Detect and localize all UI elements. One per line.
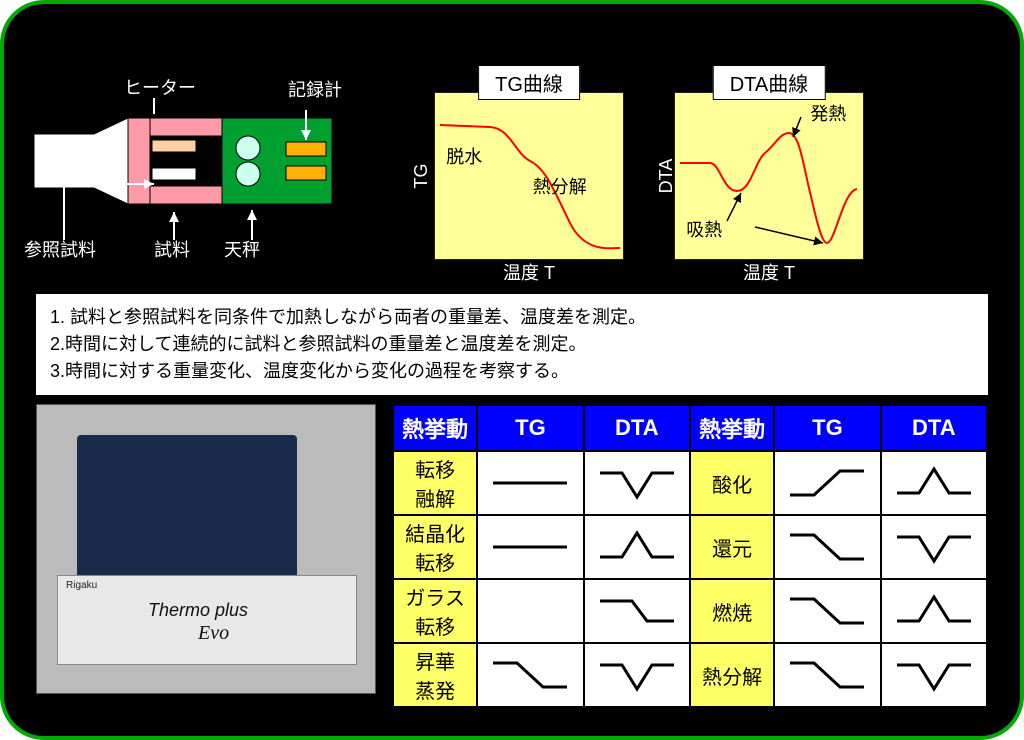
table-header: DTA xyxy=(881,405,987,451)
table-header: DTA xyxy=(584,405,690,451)
instrument-photo: Rigaku Thermo plus Evo xyxy=(36,404,376,694)
table-header: TG xyxy=(477,405,583,451)
table-cell: 酸化 xyxy=(690,451,774,515)
tg-x-label: 温度 T xyxy=(503,259,555,285)
table-header: 熱挙動 xyxy=(393,405,477,451)
curve-icon xyxy=(592,653,682,697)
top-region: ヒーター 試料 参照試料 天秤 記録計 TG曲線 TG 温度 T xyxy=(24,14,1000,274)
tg-chart: TG曲線 TG 温度 T 脱水 熱分解 xyxy=(434,92,624,260)
step-3: 3.時間に対する重量変化、温度変化から変化の過程を考察する。 xyxy=(50,358,974,385)
table-cell: 結晶化転移 xyxy=(393,515,477,579)
curve-icon xyxy=(485,461,575,505)
tg-ann-thermolysis: 熱分解 xyxy=(533,173,587,199)
table-cell: ガラス転移 xyxy=(393,579,477,643)
label-recorder: 記録計 xyxy=(288,76,342,102)
table-cell xyxy=(477,515,583,579)
table-cell: 燃焼 xyxy=(690,579,774,643)
maker-label: Rigaku xyxy=(66,580,97,591)
table-header: TG xyxy=(774,405,880,451)
step-2: 2.時間に対して連続的に試料と参照試料の重量差と温度差を測定。 xyxy=(50,331,974,358)
table-cell xyxy=(477,643,583,707)
curve-icon xyxy=(485,525,575,569)
tg-y-label: TG xyxy=(411,164,432,189)
behavior-table: 熱挙動TGDTA熱挙動TGDTA 転移融解酸化結晶化転移還元ガラス転移燃焼昇華蒸… xyxy=(392,404,988,708)
label-sample: 試料 xyxy=(154,236,190,262)
dta-y-label: DTA xyxy=(656,159,677,194)
table-cell: 昇華蒸発 xyxy=(393,643,477,707)
label-balance: 天秤 xyxy=(224,236,260,262)
table-row: 転移融解 酸化 xyxy=(393,451,987,515)
curve-icon xyxy=(592,525,682,569)
table-cell xyxy=(584,579,690,643)
table-cell: 熱分解 xyxy=(690,643,774,707)
table-header: 熱挙動 xyxy=(690,405,774,451)
curve-icon xyxy=(592,461,682,505)
curve-icon xyxy=(782,461,872,505)
dta-chart: DTA曲線 DTA 温度 T 発熱 吸熱 xyxy=(674,92,864,260)
tg-chart-title: TG曲線 xyxy=(478,65,580,100)
table-row: 昇華蒸発 熱分解 xyxy=(393,643,987,707)
label-reference: 参照試料 xyxy=(24,236,96,262)
curve-icon xyxy=(592,589,682,633)
table-row: ガラス転移 燃焼 xyxy=(393,579,987,643)
tg-curve xyxy=(435,93,625,261)
table-cell xyxy=(881,643,987,707)
table-cell xyxy=(774,643,880,707)
table-cell xyxy=(477,451,583,515)
table-cell xyxy=(774,451,880,515)
curve-icon xyxy=(485,653,575,697)
table-cell: 転移融解 xyxy=(393,451,477,515)
dta-chart-title: DTA曲線 xyxy=(713,65,826,100)
tg-ann-dehydration: 脱水 xyxy=(446,143,482,169)
table-cell xyxy=(477,579,583,643)
table-cell xyxy=(881,451,987,515)
table-cell xyxy=(584,643,690,707)
bottom-region: Rigaku Thermo plus Evo 熱挙動TGDTA熱挙動TGDTA … xyxy=(36,404,988,716)
curve-icon xyxy=(782,589,872,633)
table-row: 結晶化転移 還元 xyxy=(393,515,987,579)
table-cell xyxy=(881,579,987,643)
curve-icon xyxy=(889,525,979,569)
table-cell: 還元 xyxy=(690,515,774,579)
slide-frame: ヒーター 試料 参照試料 天秤 記録計 TG曲線 TG 温度 T xyxy=(0,0,1024,740)
table-cell xyxy=(584,515,690,579)
step-1: 1. 試料と参照試料を同条件で加熱しながら両者の重量差、温度差を測定。 xyxy=(50,304,974,331)
table-cell xyxy=(774,515,880,579)
table-cell xyxy=(774,579,880,643)
dta-x-label: 温度 T xyxy=(743,259,795,285)
procedure-panel: 1. 試料と参照試料を同条件で加熱しながら両者の重量差、温度差を測定。 2.時間… xyxy=(36,294,988,395)
curve-icon xyxy=(889,653,979,697)
schematic-labels: ヒーター 試料 参照試料 天秤 記録計 xyxy=(24,14,424,274)
dta-ann-exo: 発熱 xyxy=(810,100,846,126)
curve-icon xyxy=(889,461,979,505)
table-cell xyxy=(881,515,987,579)
label-heater: ヒーター xyxy=(124,74,196,100)
curve-icon xyxy=(889,589,979,633)
dta-ann-endo: 吸熱 xyxy=(686,216,722,242)
curve-icon xyxy=(782,653,872,697)
brand-label-1: Thermo plus xyxy=(148,600,248,621)
curve-icon xyxy=(782,525,872,569)
table-cell xyxy=(584,451,690,515)
brand-label-2: Evo xyxy=(198,622,229,645)
